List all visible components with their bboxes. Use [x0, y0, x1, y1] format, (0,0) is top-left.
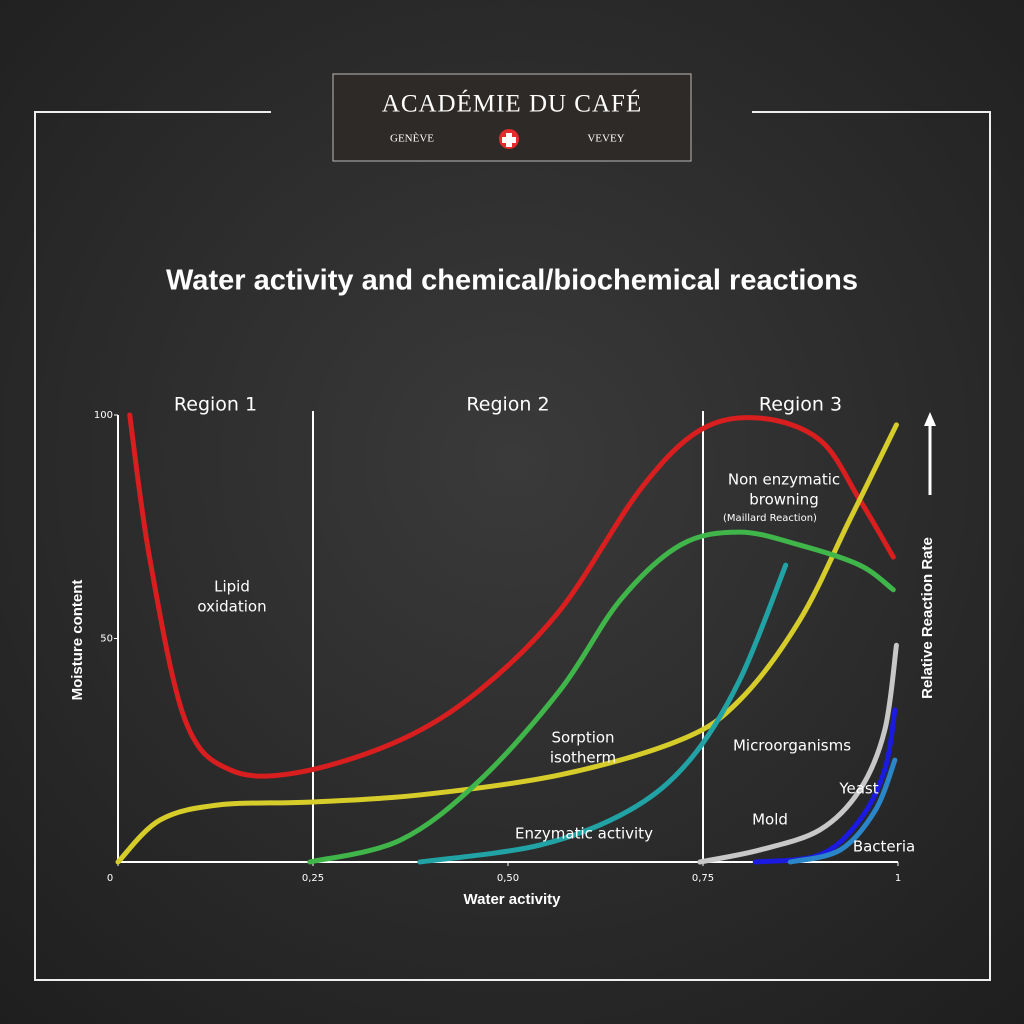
annotation: Microorganisms [733, 737, 851, 755]
x-tick-label: 1 [895, 873, 901, 884]
place: VEVEY [587, 133, 624, 145]
x-axis-label: Water activity [464, 891, 562, 908]
annotation: Non enzymatic [728, 471, 840, 489]
y2-axis-label: Relative Reaction Rate [919, 537, 936, 699]
region-label: Region 2 [466, 394, 549, 416]
chart-title: Water activity and chemical/biochemical … [166, 265, 858, 297]
curve [417, 562, 789, 865]
curve [307, 529, 896, 865]
annotation: Enzymatic activity [515, 825, 653, 843]
place: GENÈVE [390, 133, 434, 145]
region-label: Region 3 [759, 394, 842, 416]
annotation: isotherm [550, 749, 616, 767]
y-axis-label: Moisture content [69, 580, 86, 701]
plot: 0 0,25 0,50 0,75 1 50 100 Region 1 Region 2 Regio… [94, 394, 915, 885]
curve [697, 642, 899, 865]
annotation: browning [749, 491, 819, 509]
annotation: Yeast [838, 780, 878, 798]
annotation: oxidation [197, 598, 266, 616]
y-tick-label: 50 [100, 634, 113, 645]
curve [787, 757, 898, 865]
x-tick-label: 0 [107, 873, 113, 884]
curve [115, 422, 899, 865]
annotation: Sorption [551, 729, 614, 747]
x-tick-label: 0,75 [692, 873, 714, 884]
annotation: Mold [752, 811, 788, 829]
annotation: (Maillard Reaction) [723, 513, 817, 524]
swiss-cross [502, 133, 516, 147]
frame [34, 111, 991, 981]
curve [127, 412, 896, 779]
x-tick-label: 0,25 [302, 873, 324, 884]
y-tick-label: 100 [94, 410, 113, 421]
annotation: Lipid [214, 578, 250, 596]
rate-arrowhead [924, 412, 936, 426]
brand: ACADÉMIE DU CAFÉ [382, 90, 642, 118]
region-label: Region 1 [174, 394, 257, 416]
x-tick-label: 0,50 [497, 873, 519, 884]
annotation: Bacteria [853, 838, 915, 856]
